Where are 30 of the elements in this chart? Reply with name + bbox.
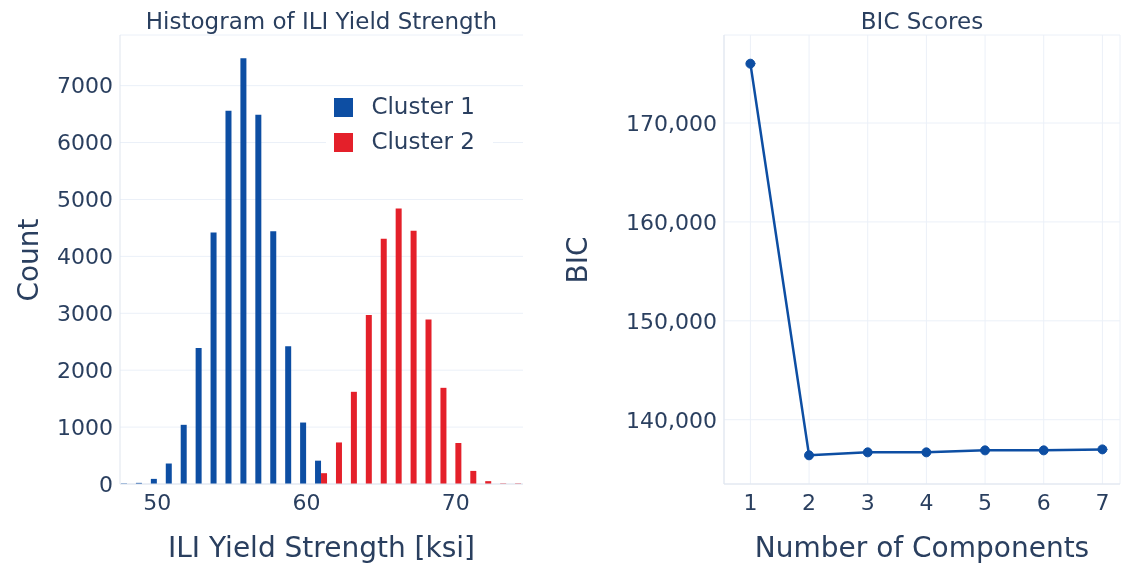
y-axis-title: BIC	[560, 235, 595, 284]
x-tick-label: 70	[441, 489, 470, 515]
legend-label: Cluster 1	[371, 93, 475, 119]
x-tick-label: 7	[1095, 489, 1110, 515]
legend-label: Cluster 2	[371, 128, 475, 154]
chart-title: BIC Scores	[860, 7, 984, 35]
y-tick-label: 140,000	[626, 407, 717, 433]
y-tick-label: 5000	[57, 187, 113, 213]
chart-title: Histogram of ILI Yield Strength	[145, 7, 498, 35]
y-tick-label: 2000	[57, 358, 113, 383]
y-tick-label: 7000	[57, 73, 113, 99]
y-tick-label: 0	[99, 471, 113, 497]
x-tick-label: 3	[860, 489, 875, 515]
y-axis-title: Count	[11, 217, 46, 302]
x-tick-label: 2	[802, 489, 817, 515]
y-tick-label: 6000	[57, 130, 113, 156]
x-tick-label: 5	[978, 489, 993, 515]
y-tick-label: 170,000	[626, 110, 717, 136]
x-tick-label: 60	[292, 489, 321, 515]
y-tick-label: 160,000	[626, 209, 717, 235]
x-axis-title: Number of Components	[754, 530, 1090, 565]
x-axis-title: ILI Yield Strength [ksi]	[167, 530, 476, 565]
x-tick-label: 4	[919, 489, 934, 515]
y-tick-label: 3000	[57, 301, 113, 327]
y-tick-label: 4000	[57, 244, 113, 270]
y-tick-label: 1000	[57, 414, 113, 440]
x-tick-label: 1	[743, 489, 758, 515]
x-tick-label: 6	[1036, 489, 1051, 515]
y-tick-label: 150,000	[626, 308, 717, 334]
x-tick-label: 50	[143, 489, 172, 515]
